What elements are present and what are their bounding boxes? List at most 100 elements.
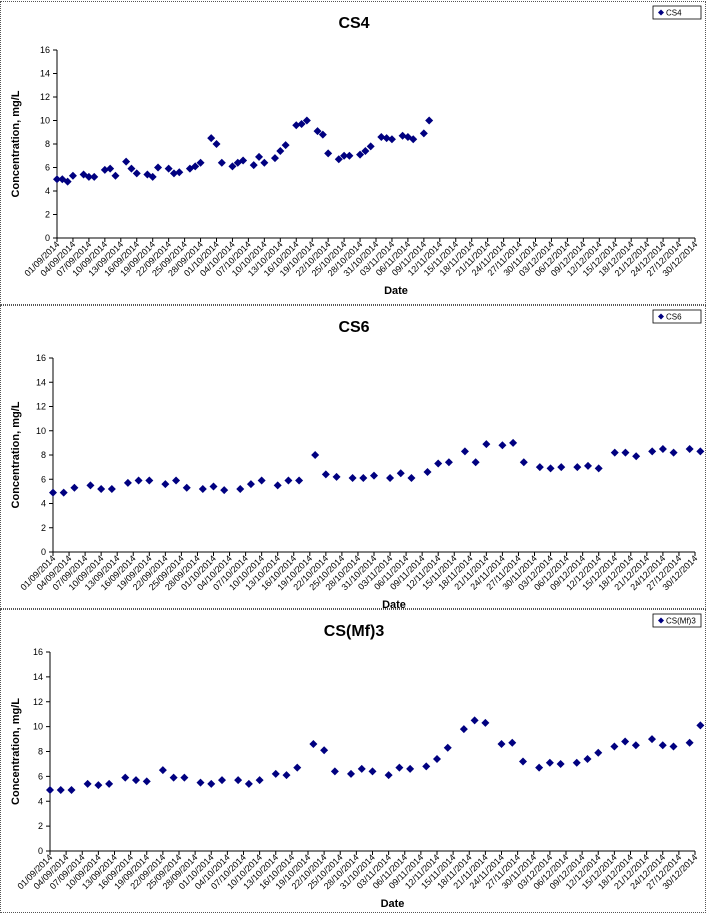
data-point <box>158 766 167 775</box>
data-point <box>207 134 216 143</box>
data-point <box>132 169 141 178</box>
data-point <box>175 168 184 177</box>
data-point <box>519 458 528 467</box>
data-point <box>340 151 349 160</box>
data-point <box>423 467 432 476</box>
data-point <box>111 171 120 180</box>
y-tick-label: 2 <box>41 523 46 533</box>
data-point <box>207 779 216 788</box>
legend: CS6 <box>652 309 702 324</box>
data-point <box>313 127 322 136</box>
data-point <box>610 448 619 457</box>
data-point <box>276 147 285 156</box>
legend-box <box>652 613 702 628</box>
y-tick-label: 4 <box>45 186 50 196</box>
data-point <box>145 476 154 485</box>
data-point <box>460 447 469 456</box>
data-point <box>236 484 245 493</box>
chart-panel-cs4: CS4 0 2 4 6 8 10 12 14 16 01/09/2014 04/09/2014 07/0… <box>0 1 706 305</box>
legend-label: CS6 <box>666 313 682 322</box>
data-point <box>648 447 657 456</box>
data-point <box>658 741 667 750</box>
x-axis-label: Date <box>384 285 408 297</box>
y-tick-label: 8 <box>38 747 43 757</box>
data-point <box>217 158 226 167</box>
data-point <box>573 463 582 472</box>
legend-box <box>652 5 702 20</box>
data-point <box>387 135 396 144</box>
data-point <box>270 154 279 163</box>
y-tick-label: 10 <box>33 722 43 732</box>
legend-box <box>652 309 702 324</box>
data-point <box>86 481 95 490</box>
data-point <box>395 763 404 772</box>
y-tick-label: 12 <box>33 697 43 707</box>
legend-marker <box>658 617 664 624</box>
y-tick-label: 4 <box>41 499 46 509</box>
data-point <box>302 116 311 125</box>
data-point <box>508 738 517 747</box>
data-point <box>621 737 630 746</box>
data-point <box>324 149 333 158</box>
data-point <box>422 762 431 771</box>
data-point <box>220 486 229 495</box>
chart-svg-cs6: CS6024681012141601/09/201404/09/201407/0… <box>10 309 705 610</box>
y-tick-label: 16 <box>36 353 46 363</box>
legend-label: CS(Mf)3 <box>666 617 696 626</box>
data-point <box>685 444 694 453</box>
data-point <box>49 488 57 497</box>
data-point <box>572 758 581 767</box>
data-point <box>361 147 370 156</box>
data-point <box>470 716 479 725</box>
data-point <box>320 746 329 755</box>
data-point <box>212 140 221 148</box>
data-point <box>239 156 248 165</box>
data-point <box>295 476 304 485</box>
data-point <box>132 776 140 785</box>
y-axis-label: Concentration, mg/L <box>10 401 22 508</box>
data-point <box>249 161 258 170</box>
data-point <box>347 769 355 778</box>
y-axis-label: Concentration, mg/L <box>10 698 22 805</box>
data-point <box>127 164 136 173</box>
data-point <box>282 771 291 780</box>
data-point <box>509 438 518 447</box>
data-point <box>545 758 554 767</box>
chart-svg-csmf3: CS(Mf)3024681012141601/09/201404/09/2014… <box>10 613 705 910</box>
chart-title: CS4 <box>338 15 369 32</box>
data-point <box>94 781 103 790</box>
data-point <box>669 742 678 751</box>
data-point <box>459 725 468 734</box>
data-point <box>164 164 173 173</box>
data-point <box>631 741 640 750</box>
y-tick-label: 10 <box>36 426 46 436</box>
data-point <box>56 786 65 795</box>
data-point <box>169 773 178 782</box>
data-point <box>63 177 72 186</box>
data-point <box>198 484 207 493</box>
y-tick-label: 12 <box>36 402 46 412</box>
y-tick-label: 0 <box>41 547 46 557</box>
data-point <box>83 779 92 788</box>
data-point <box>610 742 619 751</box>
data-point <box>368 767 377 776</box>
y-tick-label: 0 <box>38 846 43 856</box>
data-point <box>218 776 226 785</box>
data-point <box>377 132 386 141</box>
y-tick-label: 10 <box>40 116 50 126</box>
data-point <box>594 464 603 473</box>
data-point <box>297 120 306 129</box>
data-point <box>396 469 405 478</box>
data-point <box>366 142 375 151</box>
chart-title: CS6 <box>338 319 369 336</box>
chart-panel-cs6: CS6 0 2 4 6 8 10 12 14 16 01/09/2014 04/09/2014 07/0… <box>0 305 706 610</box>
data-point <box>169 169 178 178</box>
data-point <box>180 773 189 782</box>
data-point <box>255 776 264 785</box>
data-point <box>632 452 641 461</box>
data-point <box>519 757 527 766</box>
data-point <box>425 116 434 125</box>
y-tick-label: 6 <box>45 163 50 173</box>
y-tick-label: 8 <box>45 139 50 149</box>
data-point <box>311 451 320 459</box>
